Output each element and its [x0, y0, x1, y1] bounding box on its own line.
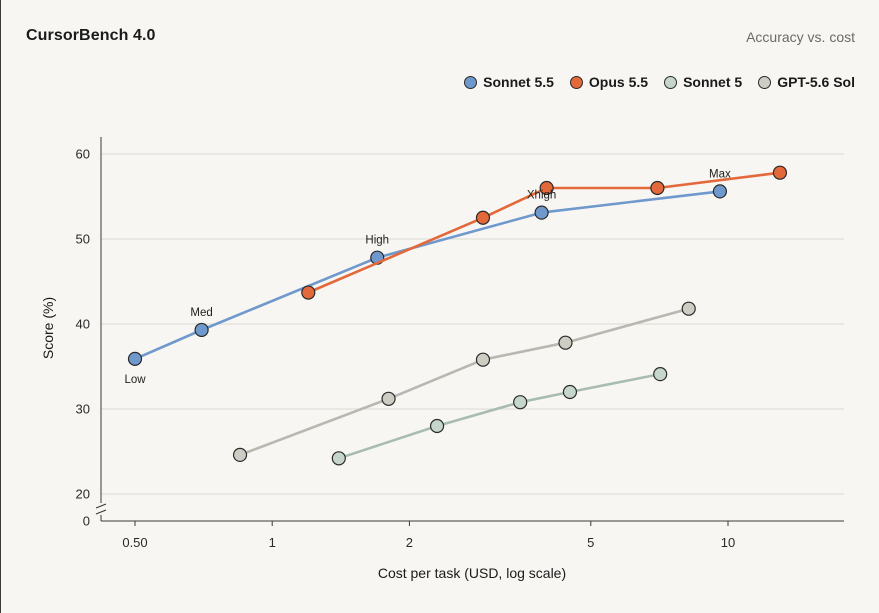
chart-subtitle: Accuracy vs. cost — [746, 29, 855, 45]
x-axis-title: Cost per task (USD, log scale) — [378, 565, 566, 581]
legend-label-gpt-5-6-sol: GPT-5.6 Sol — [777, 74, 855, 90]
data-point — [681, 301, 696, 316]
x-tick-label: 10 — [721, 535, 735, 550]
data-point — [381, 391, 396, 406]
data-point — [429, 418, 445, 434]
axes: 20 30 40 50 60 0 0.50 1 2 5 10 — [76, 137, 844, 550]
x-tick-label: 0.50 — [122, 535, 147, 550]
legend-item-sonnet-5: Sonnet 5 — [664, 74, 742, 90]
y-tick-label: 20 — [76, 487, 90, 502]
point-label: Med — [190, 307, 212, 319]
data-point — [558, 335, 573, 350]
point-label: High — [365, 235, 389, 247]
x-tick-label: 2 — [406, 535, 413, 550]
legend-label-sonnet-5-5: Sonnet 5.5 — [483, 74, 554, 90]
data-point — [194, 322, 209, 338]
data-point — [650, 180, 665, 196]
series-opus-5-5 — [301, 165, 788, 300]
legend-item-opus-5-5: Opus 5.5 — [569, 74, 649, 90]
legend-swatch-gpt-5-6-sol — [758, 75, 772, 89]
data-point — [475, 210, 491, 225]
data-point — [301, 285, 316, 300]
legend-item-sonnet-5-5: Sonnet 5.5 — [464, 74, 554, 90]
y-axis-title: Score (%) — [40, 297, 56, 359]
legend-label-sonnet-5: Sonnet 5 — [683, 74, 743, 90]
point-labels: Low Med High Xhigh Max — [124, 168, 731, 385]
y-tick-label: 30 — [76, 402, 90, 417]
y-tick-label: 40 — [76, 317, 90, 332]
data-point — [539, 180, 554, 196]
axis-break-mark — [95, 503, 107, 509]
axis-break-mask — [96, 503, 106, 515]
y-tick-label: 60 — [76, 147, 90, 162]
point-label: Low — [124, 374, 146, 386]
series-sonnet-5-5 — [127, 184, 728, 366]
data-point — [127, 351, 143, 366]
series-line — [134, 190, 721, 361]
legend-label-opus-5-5: Opus 5.5 — [588, 74, 649, 90]
data-point — [562, 384, 578, 400]
series-sonnet-5 — [331, 367, 668, 466]
data-point — [772, 165, 788, 180]
axis-break-mark — [95, 509, 107, 515]
data-point — [513, 395, 528, 410]
point-label: Max — [709, 168, 731, 180]
y-zero-label: 0 — [83, 514, 90, 529]
legend-swatch-sonnet-5 — [664, 75, 678, 89]
legend-swatch-sonnet-5-5 — [464, 75, 478, 89]
point-label: Xhigh — [527, 190, 556, 202]
chart-title: CursorBench 4.0 — [26, 27, 156, 44]
series-layer — [127, 165, 788, 466]
series-gpt-5-6-sol — [232, 301, 696, 462]
grid-lines — [101, 153, 844, 495]
data-point — [331, 451, 346, 466]
data-point — [653, 367, 668, 382]
chart-legend: Sonnet 5.5 Opus 5.5 Sonnet 5 GPT-5.6 Sol — [464, 74, 855, 90]
legend-swatch-opus-5-5 — [569, 75, 583, 89]
series-line — [338, 372, 661, 460]
data-point — [712, 184, 728, 199]
x-tick-label: 1 — [269, 535, 276, 550]
data-point — [232, 447, 248, 462]
data-point — [534, 205, 549, 220]
y-tick-label: 50 — [76, 232, 90, 247]
legend-item-gpt-5-6-sol: GPT-5.6 Sol — [758, 74, 855, 90]
data-point — [475, 352, 491, 367]
x-tick-label: 5 — [587, 535, 594, 550]
